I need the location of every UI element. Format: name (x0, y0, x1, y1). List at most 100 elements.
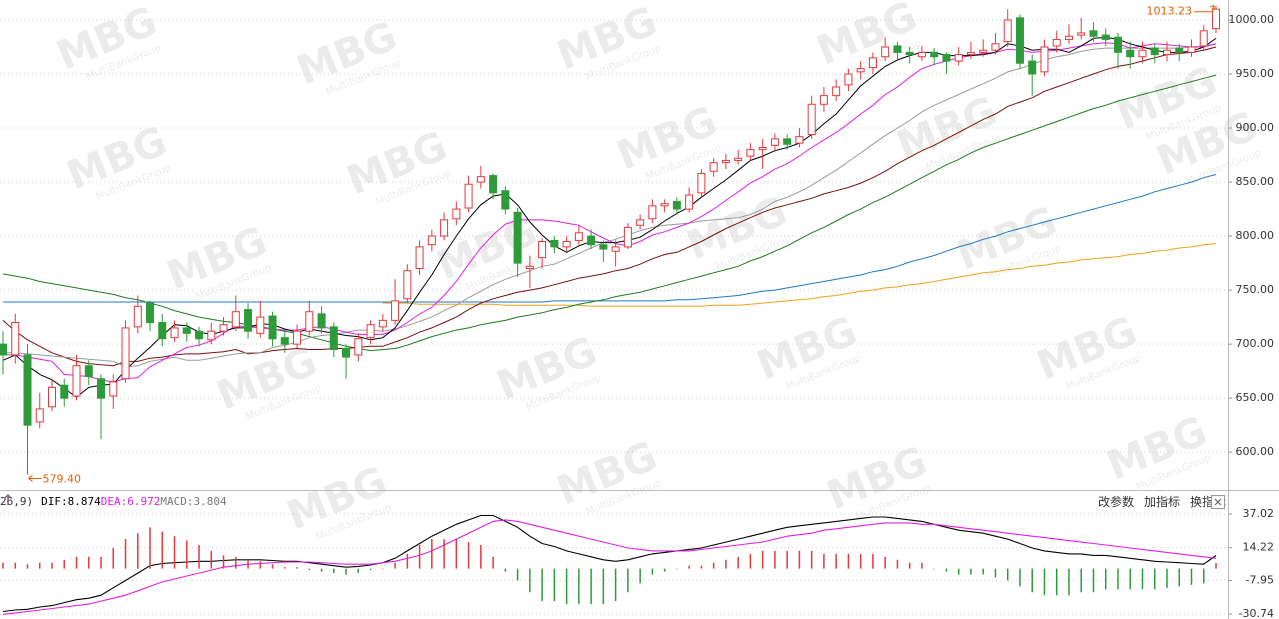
candle-body (1003, 19, 1012, 43)
candle-body (97, 378, 106, 399)
macd-bar (210, 550, 213, 569)
candle-body (758, 146, 767, 151)
macd-bar (443, 539, 445, 569)
candle-body (1162, 49, 1171, 56)
macd-bar (896, 559, 899, 569)
macd-bar (1092, 568, 1095, 593)
macd-bar (284, 567, 286, 569)
candle-body (1138, 49, 1147, 58)
toolbar: 改参数 加指标 换指标 (1098, 494, 1226, 510)
candle-body (1187, 46, 1196, 53)
macd-bar (835, 553, 837, 569)
candle-body (783, 138, 792, 145)
candle-body (427, 235, 436, 246)
candle-body (219, 324, 228, 332)
legend-arrow (4, 494, 12, 505)
macd-bar (602, 568, 605, 605)
macd-bar (982, 568, 984, 575)
toolbar-button[interactable]: 改参数 (1097, 495, 1134, 509)
macd-bar (541, 568, 543, 602)
candle-body (464, 183, 473, 209)
candle-body (819, 95, 828, 105)
macd-bar (173, 536, 176, 569)
close-button[interactable] (1211, 495, 1225, 509)
candle-body (636, 219, 645, 226)
legend-value: 8.874 (67, 495, 101, 508)
candle-body (930, 51, 939, 58)
macd-bar (161, 531, 164, 569)
macd-bar (639, 568, 641, 584)
legend-value: 3.804 (193, 495, 227, 508)
y-tick-label: 37.02 (1243, 507, 1275, 520)
macd-bar (529, 568, 531, 593)
candle-body (721, 159, 730, 164)
candle-body (599, 244, 608, 250)
y-tick-label: 950.00 (1236, 67, 1275, 80)
candle-body (660, 203, 669, 207)
candle-body (685, 194, 694, 210)
macd-bar (296, 567, 298, 569)
candle-body (182, 327, 191, 334)
macd-bar (810, 550, 813, 569)
macd-bar (455, 539, 458, 569)
macd-bar (933, 568, 935, 570)
y-tick-label: 750.00 (1236, 283, 1275, 296)
macd-bar (688, 565, 690, 569)
candle-body (1089, 30, 1098, 37)
macd-bar (26, 564, 29, 569)
macd-bar (63, 559, 66, 569)
macd-bar (761, 550, 764, 569)
candle-body (133, 305, 142, 328)
candle-body (158, 322, 167, 340)
candle-body (23, 354, 32, 426)
high-marker (1194, 5, 1215, 13)
toolbar-button[interactable]: 加指标 (1143, 495, 1180, 509)
moving-average-line (382, 243, 1217, 307)
candle-body (942, 54, 951, 62)
y-tick-label: 800.00 (1236, 229, 1275, 242)
macd-bar (1080, 568, 1082, 593)
macd-bar (1129, 568, 1131, 590)
macd-bar (88, 556, 90, 569)
moving-average-line (2, 74, 1217, 352)
high-label: 1013.23 (1147, 5, 1193, 18)
macd-bar (1202, 568, 1205, 584)
macd-bar (431, 539, 433, 569)
macd-bar (590, 568, 592, 605)
candle-body (354, 338, 363, 356)
candle-body (746, 149, 755, 157)
macd-bar (1055, 568, 1058, 596)
candle-body (538, 240, 547, 259)
y-tick-label: 1000.00 (1229, 13, 1275, 26)
candle-body (1199, 30, 1208, 47)
candle-body (672, 201, 681, 210)
macd-bar (627, 568, 629, 593)
candle-body (342, 347, 351, 358)
candle-body (231, 311, 240, 328)
macd-bar (394, 562, 396, 569)
candle-body (966, 51, 975, 56)
candle-body (917, 51, 926, 58)
candle-body (244, 309, 253, 332)
candle-body (366, 324, 375, 339)
candle-body (60, 384, 69, 399)
macd-bar (676, 568, 678, 570)
macd-bar (369, 568, 372, 571)
candle-body (1212, 8, 1220, 30)
candle-body (991, 43, 1000, 51)
macd-bar (1104, 568, 1107, 590)
macd-bar (749, 553, 752, 569)
macd-bar (235, 556, 237, 569)
macd-bar (186, 540, 188, 569)
macd-bar (1215, 563, 1217, 569)
